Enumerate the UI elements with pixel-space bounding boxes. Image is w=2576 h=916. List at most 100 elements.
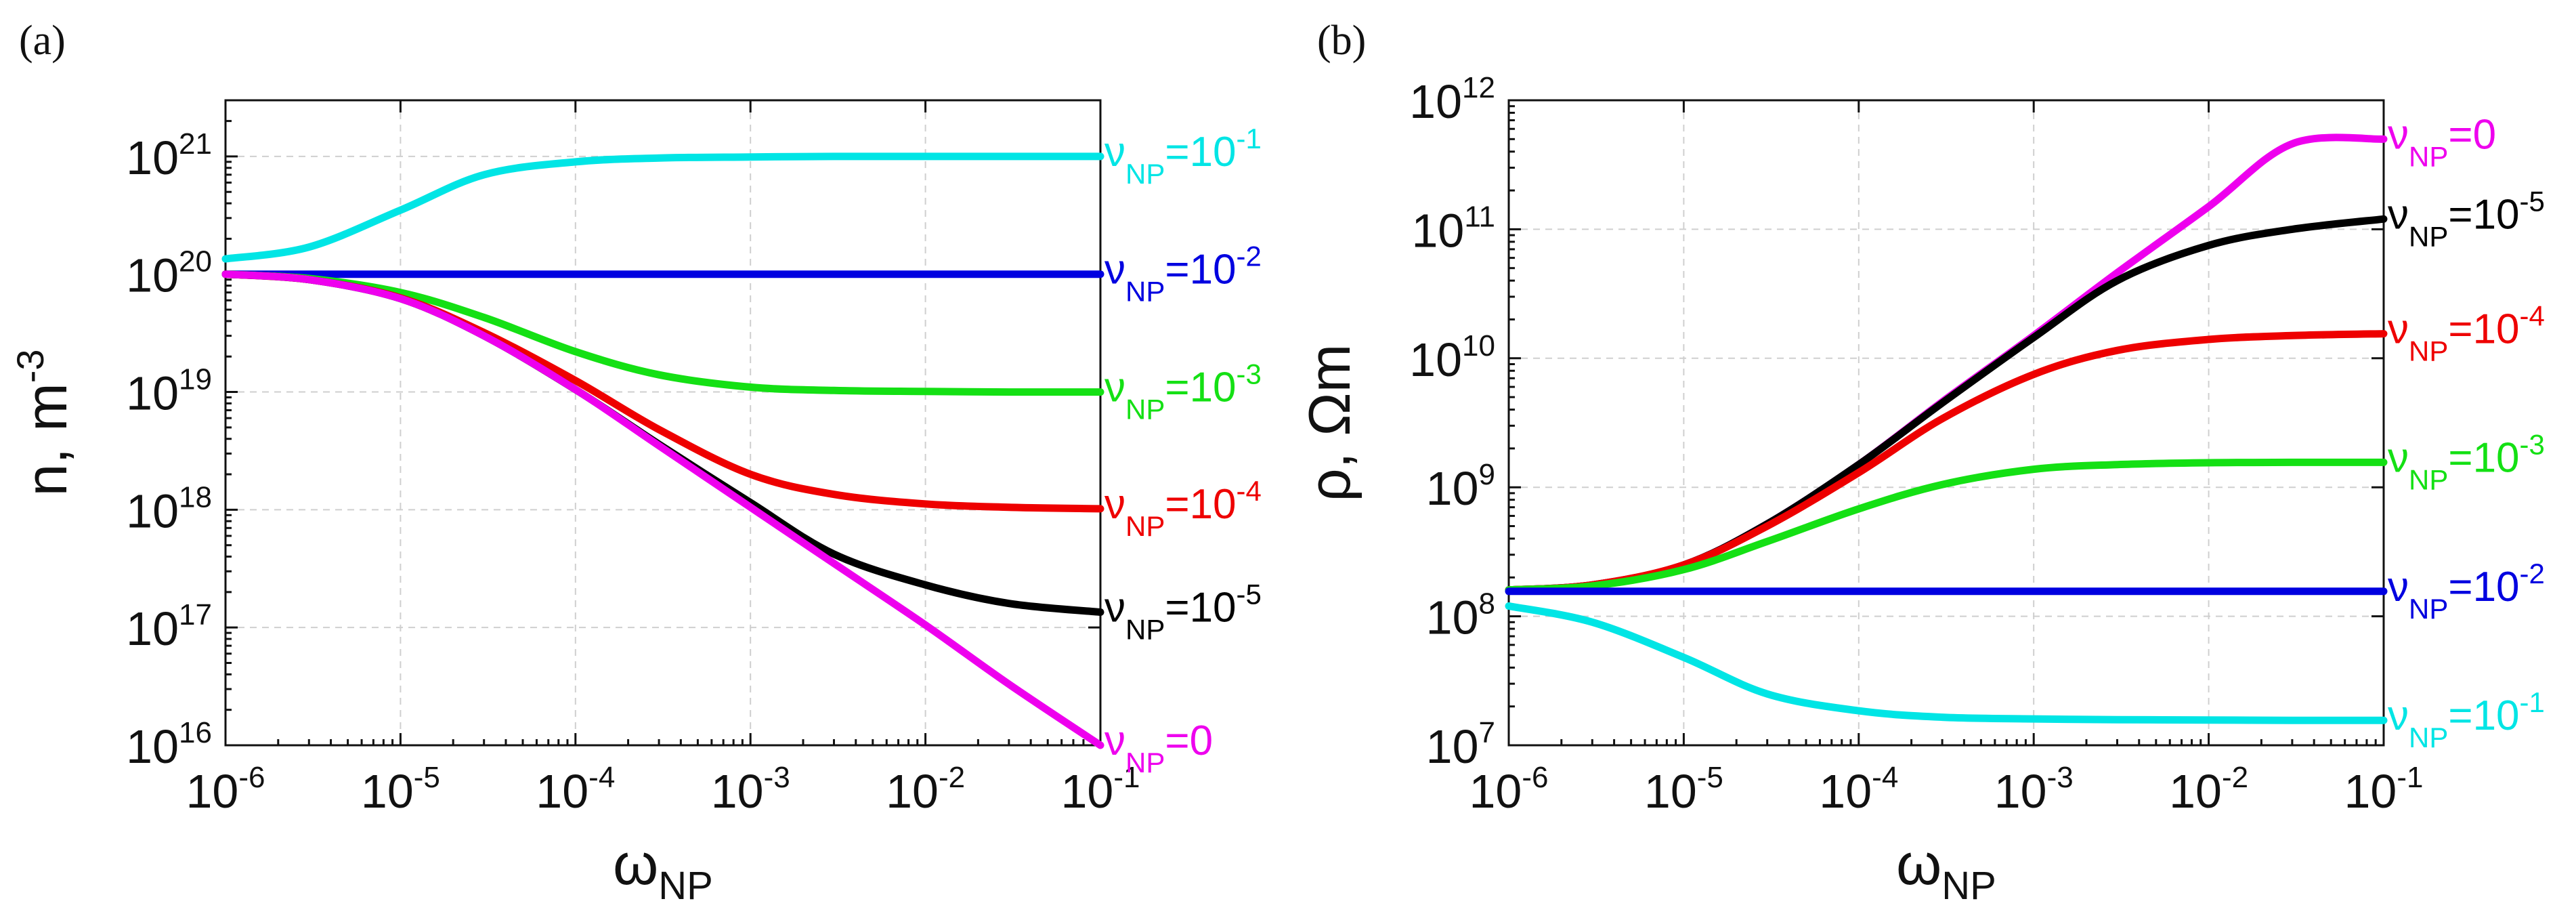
y-tick-label: 107 [1426, 716, 1495, 773]
x-tick-label: 10-4 [536, 761, 615, 818]
series-label-exponent: -4 [1237, 475, 1262, 507]
x-tick-label: 10-5 [361, 761, 440, 818]
y-tick-label: 109 [1426, 458, 1495, 515]
series-label: νNP=10-5 [2388, 185, 2545, 252]
x-tick-label: 10-6 [186, 761, 265, 818]
tick-exponent: -5 [414, 761, 440, 794]
tick-base: 10 [361, 765, 414, 818]
series-label: νNP=10-2 [1104, 241, 1262, 308]
tick-exponent: -2 [2222, 761, 2248, 794]
tick-base: 10 [536, 765, 588, 818]
series-label-subscript: NP [1125, 158, 1165, 190]
axis-title-main: n, m [14, 383, 79, 496]
series-label-symbol: ν [2388, 692, 2409, 739]
x-tick-label: 10-4 [1819, 761, 1898, 818]
series-label-value: =10 [2448, 191, 2519, 238]
x-tick-label: 10-3 [1994, 761, 2074, 818]
tick-base: 10 [711, 765, 764, 818]
plot-frame [224, 99, 1102, 747]
series-label-subscript: NP [1125, 276, 1165, 308]
series-label-symbol: ν [1104, 247, 1125, 293]
series-label-value: =10 [1165, 481, 1236, 528]
tick-base: 10 [126, 249, 179, 302]
tick-base: 10 [1411, 204, 1464, 257]
series-label-exponent: -3 [1237, 358, 1262, 390]
tick-base: 10 [126, 367, 179, 420]
series-label: νNP=10-2 [2388, 558, 2545, 625]
series-label-value: =0 [1165, 717, 1213, 764]
y-axis-title: ρ, Ωm [1297, 344, 1362, 502]
series-label-exponent: -5 [2520, 185, 2545, 217]
series-label-value: =10 [2448, 564, 2519, 610]
tick-base: 10 [1409, 75, 1462, 128]
tick-base: 10 [1061, 765, 1114, 818]
axis-title-main: ω [1896, 832, 1941, 897]
axis-title-exponent: -3 [9, 349, 51, 383]
series-label-symbol: ν [2388, 111, 2409, 158]
y-axis-title: n, m-3 [9, 349, 79, 496]
series-label: νNP=0 [2388, 111, 2496, 172]
series-label-exponent: -1 [1237, 123, 1262, 154]
series-label: νNP=10-1 [1104, 123, 1262, 190]
tick-base: 10 [886, 765, 939, 818]
tick-exponent: 20 [179, 245, 212, 278]
tick-base: 10 [126, 131, 179, 184]
series-label-symbol: ν [1104, 129, 1125, 175]
axis-title-subscript: NP [658, 864, 713, 908]
series-label: νNP=10-3 [1104, 358, 1262, 425]
series-label-value: =10 [2448, 692, 2519, 739]
x-axis-title: ωNP [613, 832, 713, 908]
tick-exponent: 8 [1479, 587, 1495, 621]
tick-exponent: 9 [1479, 458, 1495, 491]
x-tick-label: 10-2 [886, 761, 965, 818]
series-label-exponent: -4 [2520, 300, 2545, 332]
series-label: νNP=10-4 [2388, 300, 2545, 367]
series-label-symbol: ν [1104, 717, 1125, 764]
x-tick-label: 10-3 [711, 761, 790, 818]
series-label-value: =10 [2448, 434, 2519, 481]
tick-base: 10 [2344, 765, 2397, 818]
y-tick-label: 1017 [126, 598, 212, 655]
y-tick-label: 1010 [1409, 329, 1495, 386]
tick-exponent: 7 [1479, 716, 1495, 749]
series-label-exponent: -5 [1237, 579, 1262, 610]
axis-title-subscript: NP [1941, 864, 1996, 908]
y-tick-label: 1021 [126, 127, 212, 184]
tick-base: 10 [126, 602, 179, 655]
series-label-exponent: -1 [2520, 686, 2545, 718]
y-tick-label: 108 [1426, 587, 1495, 644]
tick-exponent: 10 [1462, 329, 1495, 362]
tick-base: 10 [1426, 720, 1479, 773]
axis-title-main: ω [613, 832, 658, 897]
series-line [221, 270, 1104, 749]
series-label: νNP=10-3 [2388, 428, 2545, 495]
series-label-symbol: ν [2388, 306, 2409, 353]
series-line [1505, 458, 2388, 594]
series-label-symbol: ν [1104, 585, 1125, 631]
series-label-subscript: NP [2409, 140, 2448, 172]
chart-panel-a: (a)10-6 10-5 10-4 10-3 10-2 10-11016101710181… [9, 18, 1262, 908]
tick-exponent: -3 [2047, 761, 2074, 794]
y-tick-label: 1012 [1409, 71, 1495, 128]
tick-exponent: -1 [2397, 761, 2423, 794]
series-label-symbol: ν [2388, 191, 2409, 238]
series-label-symbol: ν [1104, 365, 1125, 411]
series-label-value: =10 [1165, 365, 1236, 411]
x-tick-label: 10-5 [1644, 761, 1723, 818]
series-label-subscript: NP [1125, 394, 1165, 425]
tick-exponent: -1 [1113, 761, 1140, 794]
x-tick-label: 10-2 [2169, 761, 2248, 818]
tick-exponent: -3 [764, 761, 790, 794]
y-tick-label: 1019 [126, 363, 212, 420]
series-label-symbol: ν [1104, 481, 1125, 528]
tick-base: 10 [126, 484, 179, 537]
series-label-exponent: -2 [1237, 241, 1262, 272]
panel-label: (a) [19, 18, 66, 64]
x-axis-title: ωNP [1896, 832, 1996, 908]
series-label-value: =10 [1165, 247, 1236, 293]
series-label-subscript: NP [2409, 593, 2448, 625]
tick-exponent: 11 [1464, 200, 1495, 233]
panel-label: (b) [1317, 18, 1366, 64]
tick-base: 10 [1644, 765, 1697, 818]
